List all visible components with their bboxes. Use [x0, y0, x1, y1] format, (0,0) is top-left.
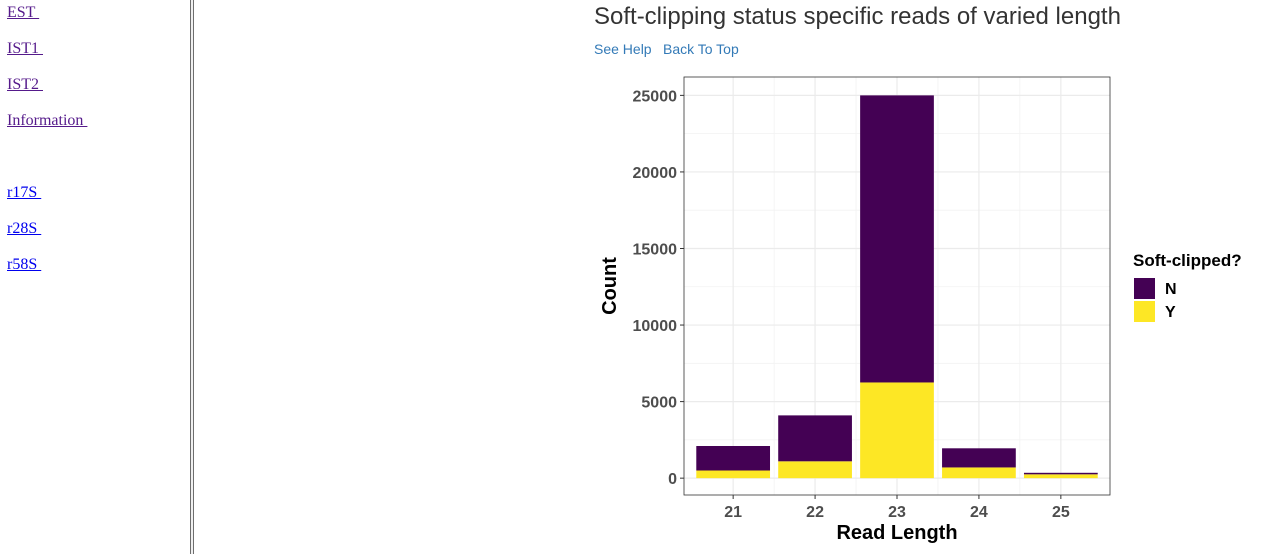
legend-key-n [1134, 278, 1155, 299]
bar-23-y [860, 382, 934, 479]
x-axis-title: Read Length [836, 522, 957, 544]
y-tick-label: 0 [668, 471, 677, 488]
bar-25-y [1023, 474, 1098, 479]
read-length-chart: 0 5000 10000 15000 20000 25000 21 22 23 24 25 Read … [599, 76, 1242, 544]
nav-link-ist2[interactable]: IST2 [7, 76, 43, 93]
nav-link-information[interactable]: Information [7, 112, 88, 129]
nav-link-est[interactable]: EST [7, 4, 40, 21]
see-help-link[interactable]: See Help [594, 41, 652, 57]
x-tick-label: 25 [1052, 504, 1070, 521]
bar-22-n [778, 415, 852, 462]
back-to-top-link[interactable]: Back To Top [663, 41, 739, 57]
bar-22-y [778, 461, 852, 479]
bar-21-n [696, 446, 771, 471]
x-tick-label: 21 [724, 504, 742, 521]
legend-label-n: N [1165, 281, 1177, 298]
legend-key-y [1134, 301, 1155, 322]
bar-24-y [942, 467, 1016, 479]
nav-link-ist1[interactable]: IST1 [7, 40, 43, 57]
x-tick-label: 22 [806, 504, 824, 521]
y-tick-label: 25000 [633, 88, 678, 105]
y-tick-label: 5000 [641, 395, 677, 412]
nav-link-r28s[interactable]: r28S [7, 220, 42, 237]
x-tick-label: 23 [888, 504, 906, 521]
frame-divider[interactable] [190, 0, 194, 554]
legend-title: Soft-clipped? [1133, 251, 1242, 270]
legend-label-y: Y [1165, 304, 1176, 321]
bar-21-y [696, 470, 771, 479]
nav-link-r17s[interactable]: r17S [7, 184, 42, 201]
bar-24-n [942, 448, 1016, 468]
y-axis-title: Count [599, 257, 621, 315]
x-tick-label: 24 [970, 504, 988, 521]
y-tick-label: 20000 [633, 165, 678, 182]
page-title: Soft-clipping status specific reads of v… [594, 3, 1121, 30]
bar-25-n [1023, 472, 1098, 475]
nav-link-r58s[interactable]: r58S [7, 256, 42, 273]
y-tick-label: 15000 [633, 241, 678, 258]
y-tick-label: 10000 [633, 318, 678, 335]
sidebar-nav: EST IST1 IST2 Information r17S r28S r58S [0, 0, 190, 554]
bar-23-n [860, 95, 934, 383]
